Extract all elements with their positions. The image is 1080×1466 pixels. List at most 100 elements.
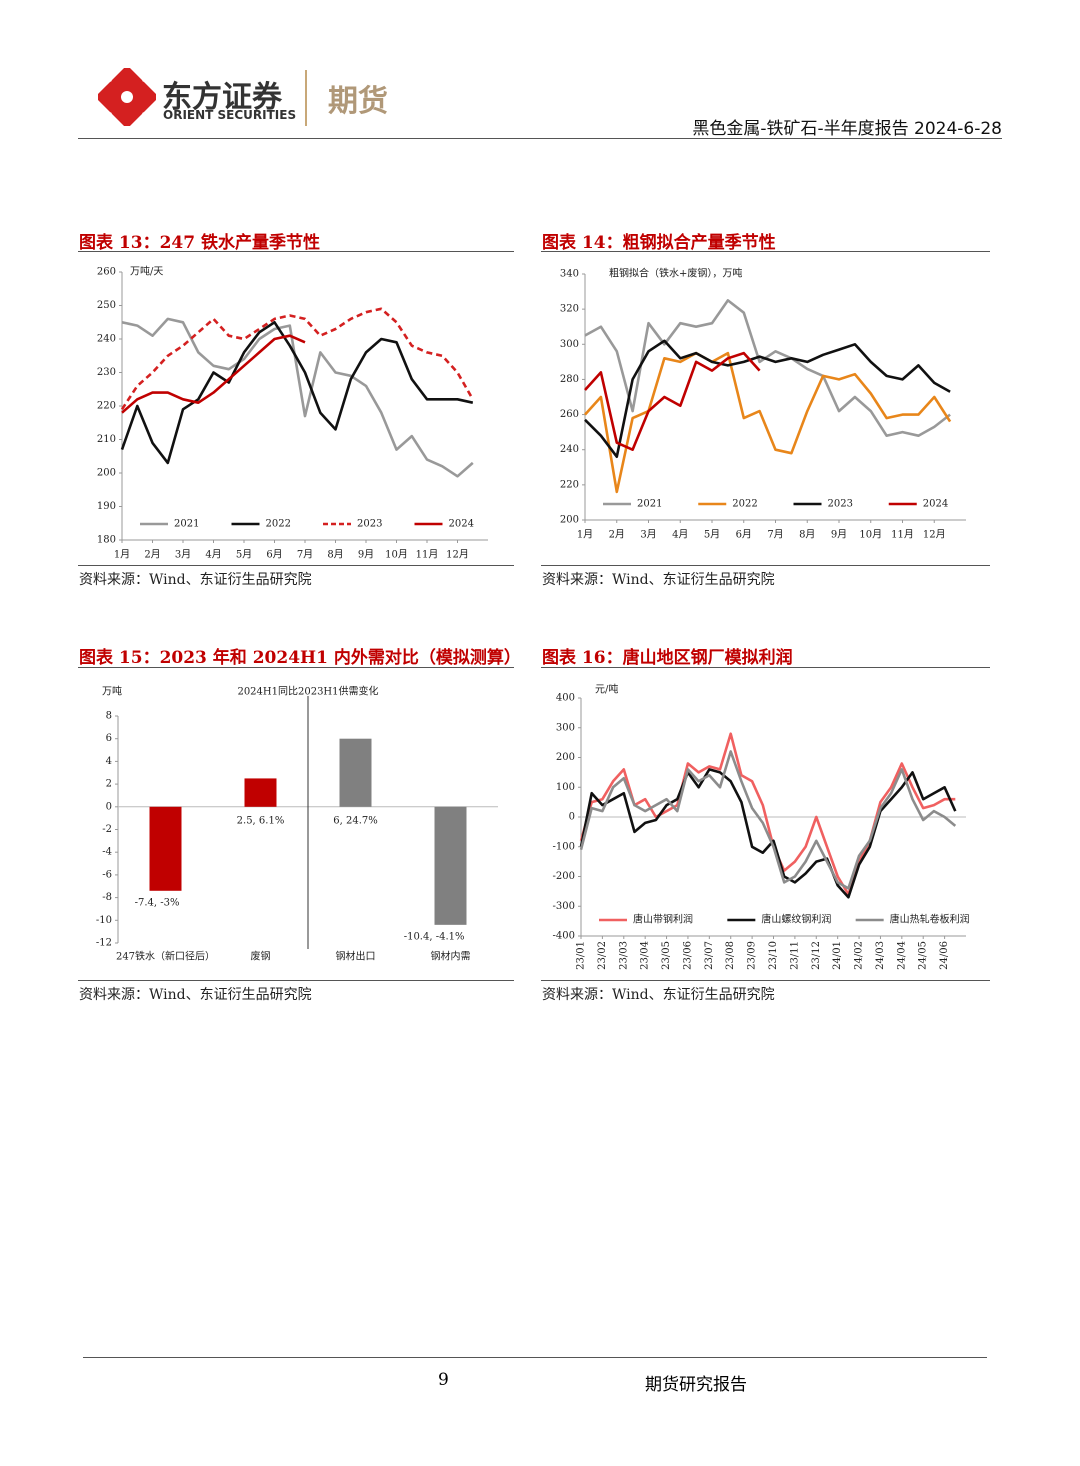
legend-label: 2023: [357, 519, 382, 530]
x-tick-label: 9月: [358, 549, 374, 561]
x-tick-label: 1月: [114, 549, 130, 561]
x-tick-label: 2月: [144, 549, 160, 561]
y-tick-label: 200: [556, 752, 575, 763]
x-tick-label: 6月: [736, 529, 752, 541]
x-tick-label: 3月: [640, 529, 656, 541]
logo-icon: [98, 68, 156, 126]
series-line: [584, 339, 951, 458]
division: 期货: [328, 84, 388, 119]
y-tick-label: 240: [560, 444, 579, 455]
source: 资料来源：Wind、东证衍生品研究院: [542, 572, 775, 588]
y-tick-label: 100: [556, 782, 575, 793]
x-tick-label: 5月: [236, 549, 252, 561]
y-tick-label: 200: [560, 515, 579, 526]
source: 资料来源：Wind、东证衍生品研究院: [542, 987, 775, 1003]
y-tick-label: 260: [97, 267, 116, 278]
x-tick-label: 4月: [205, 549, 221, 561]
y-tick-label: 240: [97, 334, 116, 345]
figure-title: 图表 15：2023 年和 2024H1 内外需对比（模拟测算）: [79, 648, 521, 668]
x-tick-label: 9月: [831, 529, 847, 541]
x-tick-label: 23/02: [597, 941, 608, 970]
series-line: [584, 299, 951, 437]
legend-label: 2022: [732, 499, 757, 510]
x-tick-label: 24/02: [854, 941, 865, 970]
series-line: [121, 317, 474, 478]
y-tick-label: 260: [560, 409, 579, 420]
x-tick-label: 23/11: [789, 941, 800, 970]
legend-label: 2023: [828, 499, 853, 510]
figure-title: 图表 14：粗钢拟合产量季节性: [542, 233, 776, 253]
x-tick-label: 6月: [266, 549, 282, 561]
x-tick-label: 11月: [891, 529, 914, 541]
report-title: 黑色金属-铁矿石-半年度报告 2024-6-28: [692, 119, 1002, 139]
x-tick-label: 1月: [577, 529, 593, 541]
x-tick-label: 24/03: [875, 941, 886, 970]
x-tick-label: 12月: [923, 529, 946, 541]
x-tick-label: 23/12: [811, 941, 822, 970]
y-tick-label: 0: [106, 801, 112, 812]
x-tick-label: 23/10: [768, 941, 779, 970]
chart-title: 2024H1同比2023H1供需变化: [237, 685, 378, 698]
x-tick-label: 7月: [297, 549, 313, 561]
chart: -12 -10 -8 -6 -4 -2 0 2 4 6 8 万吨 2024H1同比2023H1供需变化 -…: [96, 685, 498, 963]
x-tick-label: 24/06: [939, 941, 950, 970]
value-label: -10.4, -4.1%: [404, 931, 465, 942]
y-tick-label: 340: [560, 269, 579, 280]
x-tick-label: 5月: [704, 529, 720, 541]
y-tick-label: 0: [569, 812, 575, 823]
x-tick-label: 24/01: [832, 941, 843, 970]
chart: 200 220 240 260 280 300 320 340 粗钢拟合（铁水+废钢），万吨 1月…: [560, 267, 966, 541]
chart: 180 190 200 210 220 230 240 250 260 万吨/天 1月 2月 3月 4月 5…: [97, 265, 488, 561]
x-tick-label: 23/05: [661, 941, 672, 970]
x-tick-label: 23/09: [747, 941, 758, 970]
x-tick-label: 7月: [767, 529, 783, 541]
x-tick-label: 23/03: [618, 941, 629, 970]
y-tick-label: 220: [560, 479, 579, 490]
series-line: [121, 334, 306, 414]
value-label: 2.5, 6.1%: [237, 815, 285, 826]
legend-label: 唐山带钢利润: [633, 913, 693, 926]
y-tick-label: 8: [106, 711, 112, 722]
y-tick-label: -12: [96, 938, 112, 949]
legend-label: 唐山螺纹钢利润: [761, 913, 831, 926]
rule: [78, 667, 514, 668]
x-tick-label: 24/05: [918, 941, 929, 970]
rule: [78, 980, 514, 981]
legend-label: 2024: [923, 499, 948, 510]
y-tick-label: 400: [556, 693, 575, 704]
x-tick-label: 8月: [799, 529, 815, 541]
x-tick-label: 钢材出口: [336, 950, 376, 963]
series-line: [584, 351, 952, 494]
x-tick-label: 247铁水（新口径后）: [116, 950, 215, 963]
y-tick-label: -2: [102, 824, 112, 835]
series-line: [584, 351, 761, 451]
bar: [149, 806, 182, 891]
y-tick-label: -10: [96, 915, 112, 926]
x-tick-label: 23/08: [725, 941, 736, 970]
legend-label: 2022: [266, 519, 291, 530]
x-tick-label: 2月: [609, 529, 625, 541]
header-rule: [78, 138, 1002, 139]
y-tick-label: 4: [106, 756, 112, 767]
y-tick-label: 200: [97, 468, 116, 479]
y-axis-label: 粗钢拟合（铁水+废钢），万吨: [609, 267, 742, 280]
y-axis-label: 万吨: [102, 685, 122, 698]
series-line: [579, 768, 957, 899]
series-line: [579, 732, 956, 896]
value-label: -7.4, -3%: [135, 897, 180, 908]
rule: [78, 251, 514, 252]
x-tick-label: 8月: [327, 549, 343, 561]
legend-label: 2024: [449, 519, 474, 530]
y-tick-label: 210: [97, 434, 116, 445]
figure-title: 图表 16：唐山地区钢厂模拟利润: [542, 648, 793, 668]
rule: [541, 980, 990, 981]
y-tick-label: 2: [106, 779, 112, 790]
x-tick-label: 10月: [859, 529, 882, 541]
y-tick-label: -6: [102, 869, 112, 880]
y-tick-label: 6: [106, 733, 112, 744]
logo-cn: 东方证券: [162, 80, 282, 115]
y-tick-label: -300: [553, 901, 575, 912]
chart: -400 -300 -200 -100 0 100 200 300 400 元/吨 23/01 23/…: [553, 683, 970, 970]
x-tick-label: 4月: [672, 529, 688, 541]
x-tick-label: 23/04: [640, 941, 651, 970]
